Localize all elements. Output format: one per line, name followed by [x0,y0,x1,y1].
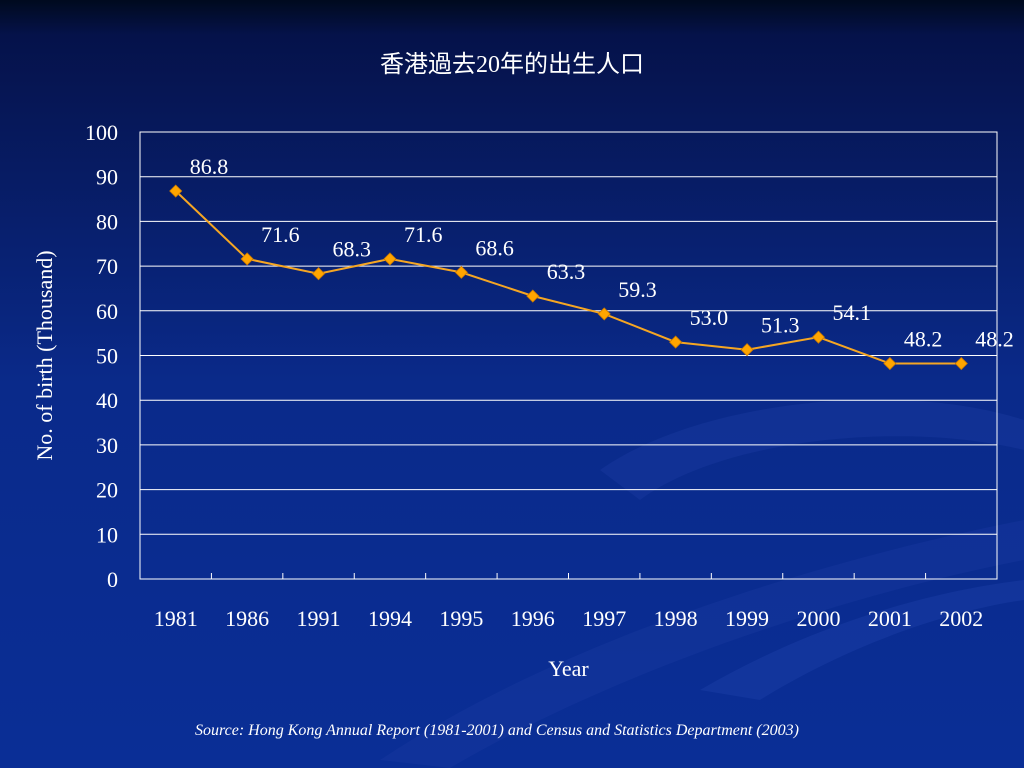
data-point-marker [954,356,968,371]
data-label: 86.8 [190,154,229,179]
y-tick-label: 90 [96,165,118,190]
data-label: 68.6 [475,235,514,260]
data-label: 54.1 [832,300,871,325]
x-tick-label: 1991 [297,606,341,631]
data-point-marker [740,343,754,357]
x-tick-label: 1994 [368,606,412,631]
data-point-marker [811,330,826,344]
y-tick-label: 70 [96,254,118,279]
data-label: 48.2 [975,327,1014,352]
data-label: 53.0 [690,305,729,330]
y-axis-title: No. of birth (Thousand) [32,250,57,460]
x-tick-label: 1986 [225,606,269,631]
x-axis-title: Year [548,656,589,681]
y-tick-label: 10 [96,522,118,547]
data-label: 63.3 [547,259,586,284]
data-point-marker [454,265,468,279]
data-label: 51.3 [761,313,800,338]
data-point-marker [669,335,683,349]
y-tick-label: 20 [96,478,118,503]
x-tick-label: 1997 [582,606,626,631]
y-tick-label: 60 [96,299,118,324]
data-label: 48.2 [904,327,943,352]
x-tick-label: 2002 [939,606,983,631]
data-point-marker [240,252,254,266]
data-label: 59.3 [618,277,657,302]
data-label: 68.3 [333,237,372,262]
series-line [175,190,962,365]
x-tick-label: 1981 [154,606,198,631]
y-tick-label: 50 [96,344,118,369]
data-point-marker [383,252,397,266]
x-tick-label: 1996 [511,606,555,631]
y-tick-label: 100 [85,120,118,145]
data-point-marker [311,267,326,281]
data-point-marker [169,184,183,198]
x-tick-label: 2001 [868,606,912,631]
y-tick-label: 40 [96,388,118,413]
x-tick-label: 1999 [725,606,769,631]
data-point-marker [883,356,897,371]
data-point-marker [526,289,540,303]
y-tick-label: 30 [96,433,118,458]
x-tick-label: 1995 [439,606,483,631]
x-tick-label: 2000 [796,606,840,631]
data-label: 71.6 [261,222,300,247]
data-point-marker [597,307,611,321]
x-tick-label: 1998 [654,606,698,631]
y-tick-label: 0 [107,567,118,592]
data-label: 71.6 [404,222,443,247]
y-tick-label: 80 [96,209,118,234]
chart-title: 香港過去20年的出生人口 [380,52,644,78]
source-note: Source: Hong Kong Annual Report (1981-20… [195,722,799,739]
